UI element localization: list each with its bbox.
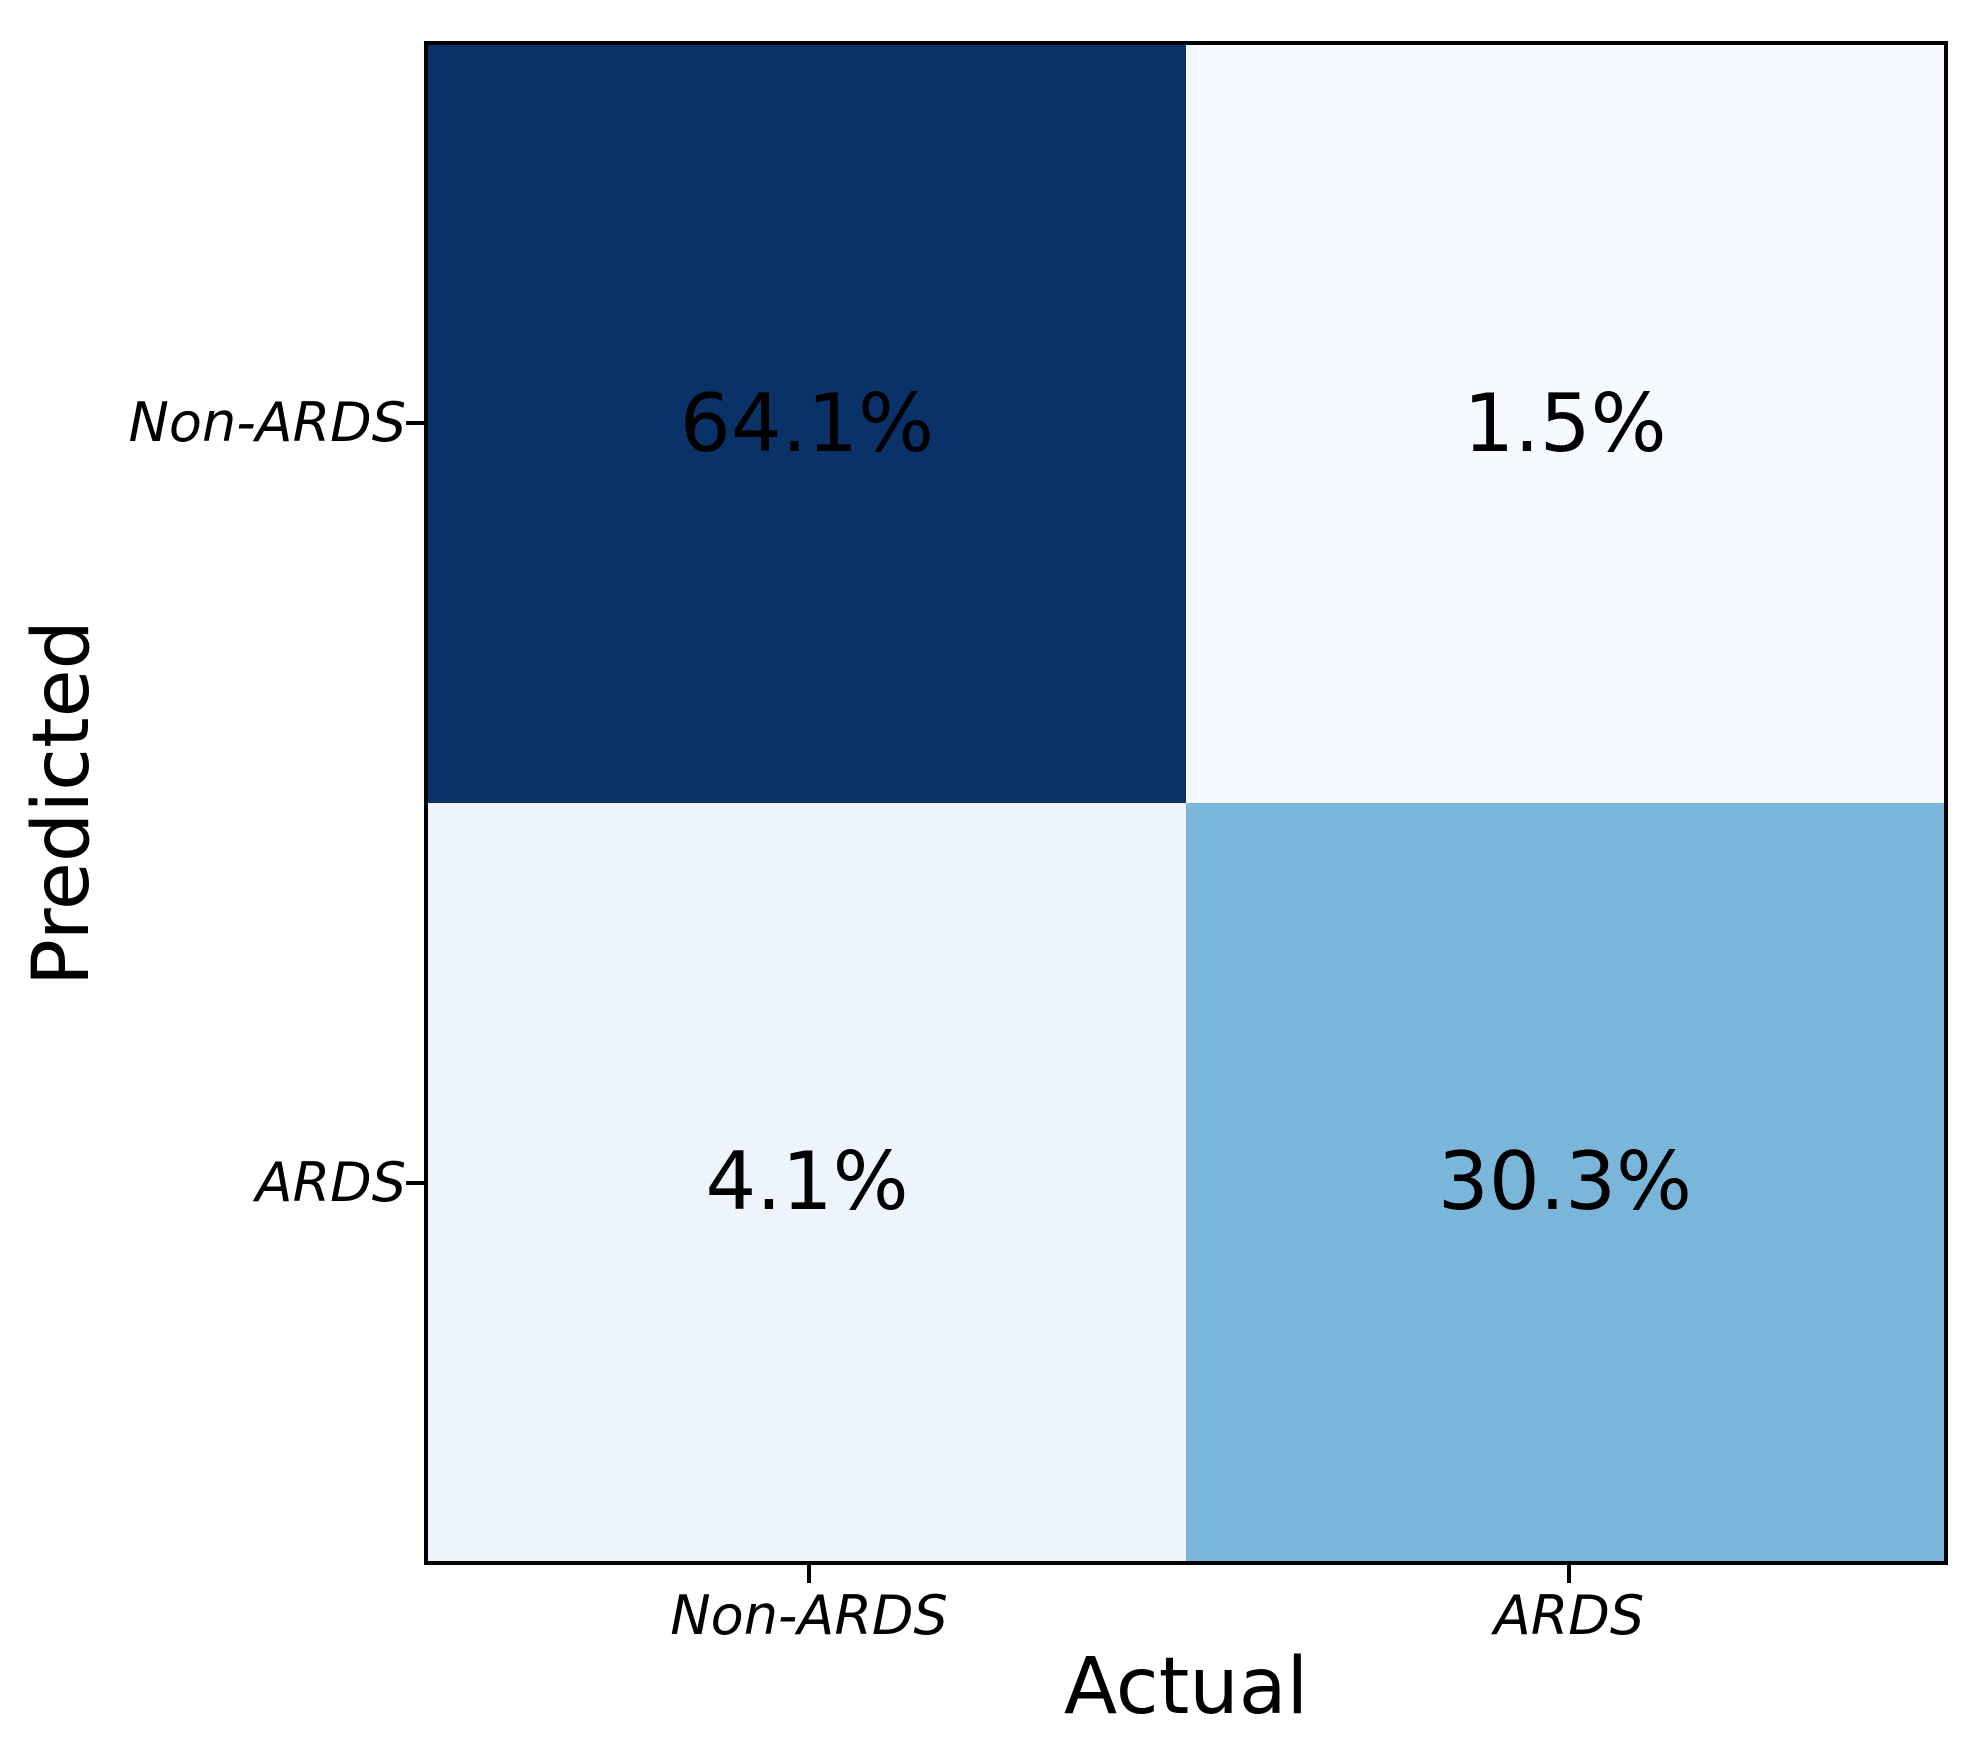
matrix-cell-pred-ards-actual-nonards: 4.1%: [428, 803, 1186, 1561]
y-tick-mark-ards: [406, 1181, 424, 1185]
heatmap-plot-area: 64.1% 1.5% 4.1% 30.3%: [424, 41, 1948, 1565]
y-tick-mark-non-ards: [406, 421, 424, 425]
cell-value-label: 4.1%: [705, 1135, 909, 1228]
cell-value-label: 1.5%: [1463, 377, 1667, 470]
x-tick-label-non-ards: Non-ARDS: [670, 1584, 948, 1647]
x-axis-title: Actual: [1063, 1642, 1309, 1732]
x-tick-mark-non-ards: [807, 1565, 811, 1583]
y-tick-label-ards: ARDS: [255, 1151, 406, 1214]
matrix-cell-pred-nonards-actual-nonards: 64.1%: [428, 45, 1186, 803]
matrix-cell-pred-ards-actual-ards: 30.3%: [1186, 803, 1944, 1561]
cell-value-label: 30.3%: [1437, 1135, 1693, 1228]
y-tick-label-non-ards: Non-ARDS: [128, 391, 406, 454]
y-axis-title: Predicted: [17, 619, 107, 987]
x-tick-mark-ards: [1567, 1565, 1571, 1583]
matrix-cell-pred-nonards-actual-ards: 1.5%: [1186, 45, 1944, 803]
x-tick-label-ards: ARDS: [1493, 1584, 1645, 1647]
cell-value-label: 64.1%: [679, 377, 935, 470]
